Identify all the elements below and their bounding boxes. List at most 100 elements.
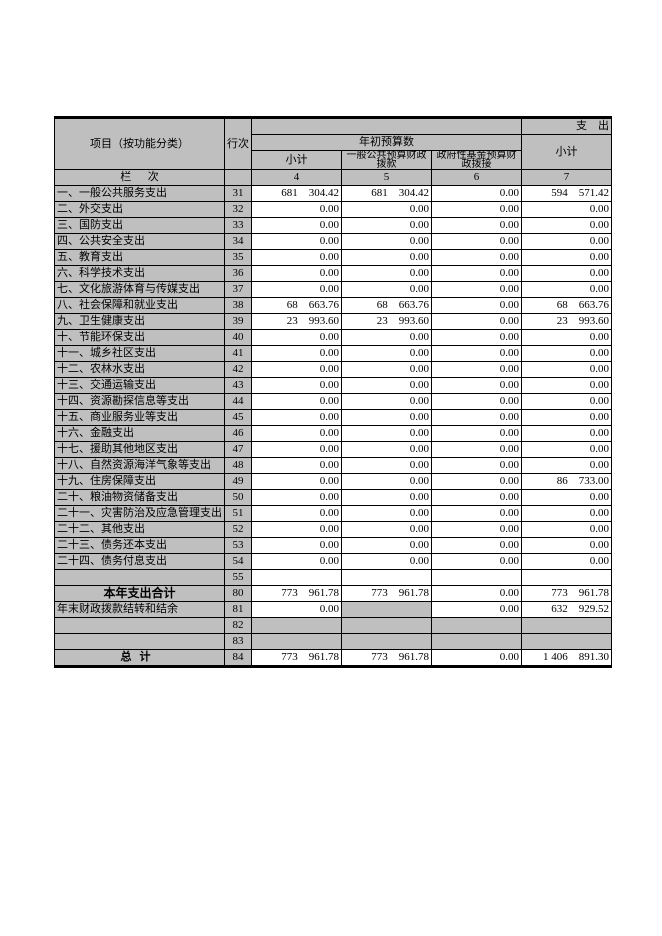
cell-value <box>252 570 342 586</box>
row-label: 二十四、债务付息支出 <box>55 554 225 570</box>
blank-row: 55 <box>55 570 612 586</box>
cell-value: 0.00 <box>432 234 522 250</box>
row-label <box>55 618 225 634</box>
row-label: 一、一般公共服务支出 <box>55 186 225 202</box>
row-no: 33 <box>225 218 252 234</box>
cell-value: 0.00 <box>432 218 522 234</box>
cell-value <box>432 618 522 634</box>
row-no: 50 <box>225 490 252 506</box>
row-no: 81 <box>225 602 252 618</box>
hdr-c5: 5 <box>342 170 432 186</box>
row-no: 44 <box>225 394 252 410</box>
cell-value: 0.00 <box>252 506 342 522</box>
row-label: 十、节能环保支出 <box>55 330 225 346</box>
table-row: 二、外交支出320.000.000.000.00 <box>55 202 612 218</box>
row-no: 41 <box>225 346 252 362</box>
row-no: 84 <box>225 650 252 667</box>
table-row: 四、公共安全支出340.000.000.000.00 <box>55 234 612 250</box>
table-row: 十七、援助其他地区支出470.000.000.000.00 <box>55 442 612 458</box>
hdr-out: 出 <box>598 120 609 132</box>
cell-value: 0.00 <box>522 442 612 458</box>
cell-value: 0.00 <box>432 298 522 314</box>
row-label <box>55 570 225 586</box>
row-label: 二十一、灾害防治及应急管理支出 <box>55 506 225 522</box>
table-row: 十九、住房保障支出490.000.000.0086 733.00 <box>55 474 612 490</box>
hdr-xj: 小计 <box>252 151 342 170</box>
cell-value: 0.00 <box>252 218 342 234</box>
row-label: 十八、自然资源海洋气象等支出 <box>55 458 225 474</box>
cell-value: 0.00 <box>342 410 432 426</box>
cell-value: 0.00 <box>342 538 432 554</box>
row-no: 32 <box>225 202 252 218</box>
cell-value: 0.00 <box>522 234 612 250</box>
cell-value: 0.00 <box>432 314 522 330</box>
row-no: 37 <box>225 282 252 298</box>
cell-value: 0.00 <box>432 586 522 602</box>
cell-value: 0.00 <box>432 602 522 618</box>
row-no: 35 <box>225 250 252 266</box>
cell-value: 0.00 <box>522 522 612 538</box>
table-row: 八、社会保障和就业支出3868 663.7668 663.760.0068 66… <box>55 298 612 314</box>
cell-value: 0.00 <box>342 346 432 362</box>
cell-value: 0.00 <box>342 506 432 522</box>
hdr-blank <box>225 170 252 186</box>
cell-value: 23 993.60 <box>252 314 342 330</box>
table-row: 二十三、债务还本支出530.000.000.000.00 <box>55 538 612 554</box>
grand-total-row: 总计84773 961.78773 961.780.001 406 891.30 <box>55 650 612 667</box>
cell-value: 0.00 <box>342 442 432 458</box>
row-no: 51 <box>225 506 252 522</box>
row-no: 48 <box>225 458 252 474</box>
table-row: 二十、粮油物资储备支出500.000.000.000.00 <box>55 490 612 506</box>
row-label: 十六、金融支出 <box>55 426 225 442</box>
cell-value: 0.00 <box>342 490 432 506</box>
cell-value: 0.00 <box>342 362 432 378</box>
cell-value: 0.00 <box>522 202 612 218</box>
cell-value: 681 304.42 <box>252 186 342 202</box>
cell-value: 0.00 <box>522 394 612 410</box>
cell-value: 0.00 <box>432 506 522 522</box>
cell-value: 0.00 <box>432 346 522 362</box>
table-row: 二十二、其他支出520.000.000.000.00 <box>55 522 612 538</box>
row-label: 七、文化旅游体育与传媒支出 <box>55 282 225 298</box>
row-no: 40 <box>225 330 252 346</box>
cell-value: 773 961.78 <box>252 650 342 667</box>
cell-value: 0.00 <box>252 602 342 618</box>
cell-value: 0.00 <box>522 554 612 570</box>
row-no: 82 <box>225 618 252 634</box>
table-row: 七、文化旅游体育与传媒支出370.000.000.000.00 <box>55 282 612 298</box>
cell-value: 23 993.60 <box>342 314 432 330</box>
cell-value: 0.00 <box>432 410 522 426</box>
table-row: 十三、交通运输支出430.000.000.000.00 <box>55 378 612 394</box>
cell-value: 0.00 <box>252 234 342 250</box>
cell-value: 773 961.78 <box>342 586 432 602</box>
table-row: 十二、农林水支出420.000.000.000.00 <box>55 362 612 378</box>
cell-value <box>252 618 342 634</box>
cell-value: 0.00 <box>432 474 522 490</box>
cell-value: 0.00 <box>252 442 342 458</box>
row-label <box>55 634 225 650</box>
table-row: 二十四、债务付息支出540.000.000.000.00 <box>55 554 612 570</box>
row-label: 三、国防支出 <box>55 218 225 234</box>
cell-value: 68 663.76 <box>252 298 342 314</box>
table-row: 九、卫生健康支出3923 993.6023 993.600.0023 993.6… <box>55 314 612 330</box>
row-no: 39 <box>225 314 252 330</box>
cell-value <box>252 634 342 650</box>
cell-value <box>522 634 612 650</box>
cell-value: 0.00 <box>522 362 612 378</box>
cell-value: 0.00 <box>522 266 612 282</box>
hdr-exp: 支 <box>576 120 587 132</box>
cell-value: 0.00 <box>522 250 612 266</box>
cell-value: 0.00 <box>342 378 432 394</box>
cell-value <box>342 618 432 634</box>
empty-row: 82 <box>55 618 612 634</box>
cell-value: 773 961.78 <box>342 650 432 667</box>
hdr-c6: 6 <box>432 170 522 186</box>
row-no: 80 <box>225 586 252 602</box>
cell-value: 0.00 <box>342 458 432 474</box>
table-row: 十六、金融支出460.000.000.000.00 <box>55 426 612 442</box>
carry-row: 年末财政拨款结转和结余810.000.00632 929.52 <box>55 602 612 618</box>
table-row: 三、国防支出330.000.000.000.00 <box>55 218 612 234</box>
row-no: 36 <box>225 266 252 282</box>
row-label: 十五、商业服务业等支出 <box>55 410 225 426</box>
row-no: 34 <box>225 234 252 250</box>
